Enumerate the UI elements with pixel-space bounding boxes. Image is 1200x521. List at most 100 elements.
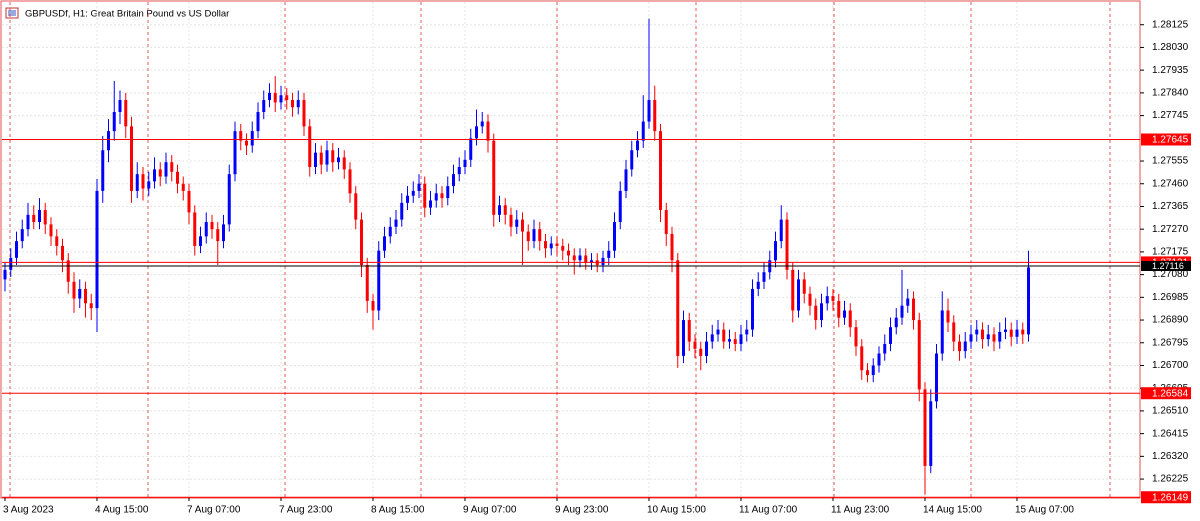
candle-body — [935, 353, 938, 402]
candle-body — [848, 310, 852, 328]
candle-body — [480, 121, 484, 127]
plot-frame — [0, 0, 1141, 499]
candle-body — [716, 329, 720, 335]
candle-body — [55, 236, 59, 246]
candle-body — [360, 219, 363, 266]
candle-body — [831, 296, 835, 301]
candle-body — [446, 186, 450, 199]
candle-body — [199, 236, 202, 246]
candle-body — [992, 334, 996, 342]
level-label: 1.27645 — [1152, 135, 1189, 146]
candle-body — [791, 269, 795, 311]
candle-body — [917, 320, 921, 390]
candle-body — [900, 305, 904, 318]
price-label-box — [1141, 261, 1191, 271]
candle-body — [49, 224, 53, 237]
symbol-icon — [5, 7, 19, 19]
y-tick-label: 1.26890 — [1152, 315, 1189, 326]
candle-body — [912, 298, 915, 321]
candle-body — [233, 131, 237, 175]
candle-body — [245, 140, 248, 146]
candle-body — [894, 317, 898, 328]
candle-body — [808, 293, 812, 306]
candle-body — [158, 169, 162, 177]
candle-body — [1004, 329, 1007, 332]
y-tick-label: 1.26225 — [1152, 474, 1189, 485]
candle-body — [9, 257, 13, 270]
candle-body — [302, 100, 306, 127]
y-tick-label: 1.27080 — [1152, 269, 1189, 280]
candle-body — [526, 231, 530, 242]
candle-body — [388, 226, 392, 237]
y-tick-label: 1.28125 — [1152, 19, 1189, 30]
candle-body — [325, 150, 329, 165]
candle-body — [647, 100, 651, 122]
y-tick-label: 1.26510 — [1152, 406, 1189, 417]
candle-body — [72, 281, 76, 299]
price-label: 1.27116 — [1152, 261, 1184, 271]
candle-body — [503, 205, 507, 215]
candle-body — [889, 327, 892, 344]
candle-body — [268, 92, 271, 101]
candle-body — [279, 95, 283, 103]
candle-body — [797, 279, 800, 311]
candle-body — [745, 329, 749, 335]
candle-body — [521, 219, 524, 232]
y-tick-label: 1.26795 — [1152, 337, 1189, 348]
candle-body — [981, 329, 984, 340]
x-tick-label: 9 Aug 07:00 — [463, 505, 517, 516]
candle-body — [906, 298, 910, 306]
candle-body — [101, 150, 105, 191]
candle-body — [670, 233, 674, 261]
candle-body — [153, 169, 156, 182]
candle-body — [26, 214, 30, 230]
candle-body — [135, 174, 139, 191]
y-tick-label: 1.27365 — [1152, 201, 1189, 212]
candle-body — [204, 222, 208, 237]
candle-body — [509, 214, 513, 227]
candle-body — [963, 341, 967, 352]
candle-body — [751, 288, 754, 330]
candle-body — [837, 300, 841, 318]
candle-body — [348, 169, 352, 194]
y-tick-label: 1.26320 — [1152, 451, 1189, 462]
candle-body — [84, 288, 87, 304]
candle-body — [843, 310, 846, 318]
candle-body — [601, 257, 605, 266]
y-tick-label: 1.27745 — [1152, 110, 1189, 121]
candle-body — [256, 112, 260, 132]
candle-body — [319, 152, 323, 165]
candle-body — [728, 339, 731, 342]
candle-body — [365, 265, 369, 301]
candle-body — [285, 95, 289, 101]
candle-body — [377, 250, 381, 311]
candle-body — [3, 269, 7, 280]
x-tick-label: 8 Aug 15:00 — [371, 505, 425, 516]
y-tick-label: 1.26985 — [1152, 292, 1189, 303]
candle-body — [20, 229, 24, 242]
candle-body — [544, 241, 547, 249]
level-label-box — [1141, 491, 1191, 504]
candle-body — [181, 183, 185, 191]
candle-body — [61, 245, 64, 261]
candle-body — [756, 281, 760, 289]
candle-body — [406, 195, 409, 203]
candle-body — [710, 334, 714, 342]
candle-body — [314, 152, 317, 167]
candle-body — [1027, 267, 1030, 335]
candle-body — [636, 140, 639, 151]
candle-body — [250, 131, 254, 146]
candle-body — [107, 131, 110, 151]
candle-body — [567, 250, 570, 256]
candle-body — [486, 121, 490, 141]
candle-body — [423, 183, 427, 208]
candle-body — [802, 279, 806, 294]
candle-body — [733, 339, 737, 344]
candle-body — [676, 260, 680, 356]
x-tick-label: 4 Aug 15:00 — [95, 505, 149, 516]
candle-body — [774, 241, 777, 261]
candle-body — [15, 241, 18, 258]
candle-body — [411, 190, 415, 196]
y-tick-label: 1.27555 — [1152, 156, 1189, 167]
candle-body — [555, 243, 559, 246]
